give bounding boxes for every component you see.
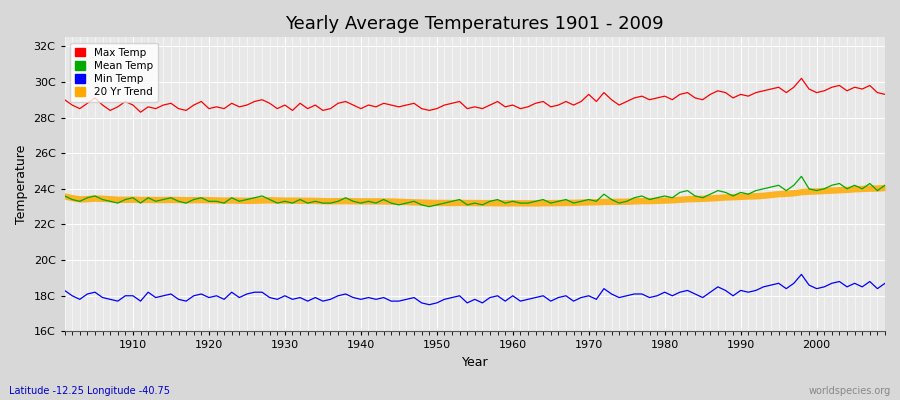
Title: Yearly Average Temperatures 1901 - 2009: Yearly Average Temperatures 1901 - 2009 xyxy=(285,15,664,33)
Y-axis label: Temperature: Temperature xyxy=(15,145,28,224)
Legend: Max Temp, Mean Temp, Min Temp, 20 Yr Trend: Max Temp, Mean Temp, Min Temp, 20 Yr Tre… xyxy=(70,42,158,102)
X-axis label: Year: Year xyxy=(462,356,488,369)
Text: Latitude -12.25 Longitude -40.75: Latitude -12.25 Longitude -40.75 xyxy=(9,386,170,396)
Text: worldspecies.org: worldspecies.org xyxy=(809,386,891,396)
